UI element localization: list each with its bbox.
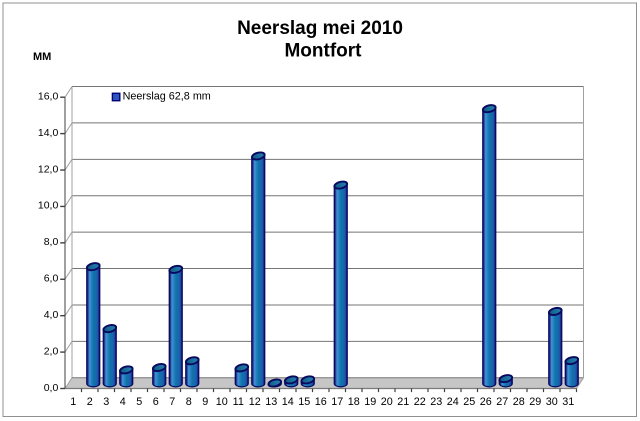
- svg-text:6: 6: [153, 396, 159, 408]
- svg-text:2,0: 2,0: [44, 345, 59, 357]
- svg-text:15: 15: [298, 396, 310, 408]
- svg-text:12: 12: [249, 396, 261, 408]
- svg-text:28: 28: [513, 396, 525, 408]
- svg-text:10: 10: [216, 396, 228, 408]
- svg-text:4: 4: [120, 396, 126, 408]
- svg-text:4,0: 4,0: [44, 309, 59, 321]
- svg-text:31: 31: [562, 396, 574, 408]
- svg-text:MM: MM: [33, 51, 51, 63]
- svg-text:13: 13: [265, 396, 277, 408]
- svg-text:20: 20: [381, 396, 393, 408]
- svg-text:0,0: 0,0: [44, 382, 59, 394]
- svg-text:26: 26: [480, 396, 492, 408]
- svg-text:24: 24: [447, 396, 459, 408]
- svg-text:23: 23: [430, 396, 442, 408]
- svg-text:12,0: 12,0: [38, 163, 59, 175]
- svg-text:6,0: 6,0: [44, 273, 59, 285]
- svg-text:5: 5: [136, 396, 142, 408]
- svg-text:22: 22: [414, 396, 426, 408]
- svg-text:Neerslag 62,8 mm: Neerslag 62,8 mm: [123, 91, 211, 103]
- svg-text:25: 25: [463, 396, 475, 408]
- svg-text:7: 7: [169, 396, 175, 408]
- svg-text:29: 29: [529, 396, 541, 408]
- svg-text:8: 8: [186, 396, 192, 408]
- svg-text:10,0: 10,0: [38, 200, 59, 212]
- svg-text:11: 11: [233, 396, 244, 408]
- svg-text:1: 1: [70, 396, 76, 408]
- svg-text:27: 27: [496, 396, 508, 408]
- svg-text:Neerslag mei 2010: Neerslag mei 2010: [237, 18, 403, 39]
- svg-text:Montfort: Montfort: [284, 41, 362, 62]
- svg-text:14: 14: [282, 396, 294, 408]
- svg-text:30: 30: [546, 396, 558, 408]
- svg-text:16: 16: [315, 396, 327, 408]
- svg-text:17: 17: [331, 396, 343, 408]
- svg-text:14,0: 14,0: [38, 127, 59, 139]
- svg-text:3: 3: [103, 396, 109, 408]
- svg-text:8,0: 8,0: [44, 236, 59, 248]
- svg-text:2: 2: [87, 396, 93, 408]
- svg-text:16,0: 16,0: [38, 91, 59, 103]
- svg-text:21: 21: [397, 396, 409, 408]
- svg-text:18: 18: [348, 396, 360, 408]
- svg-text:19: 19: [364, 396, 376, 408]
- svg-text:9: 9: [202, 396, 208, 408]
